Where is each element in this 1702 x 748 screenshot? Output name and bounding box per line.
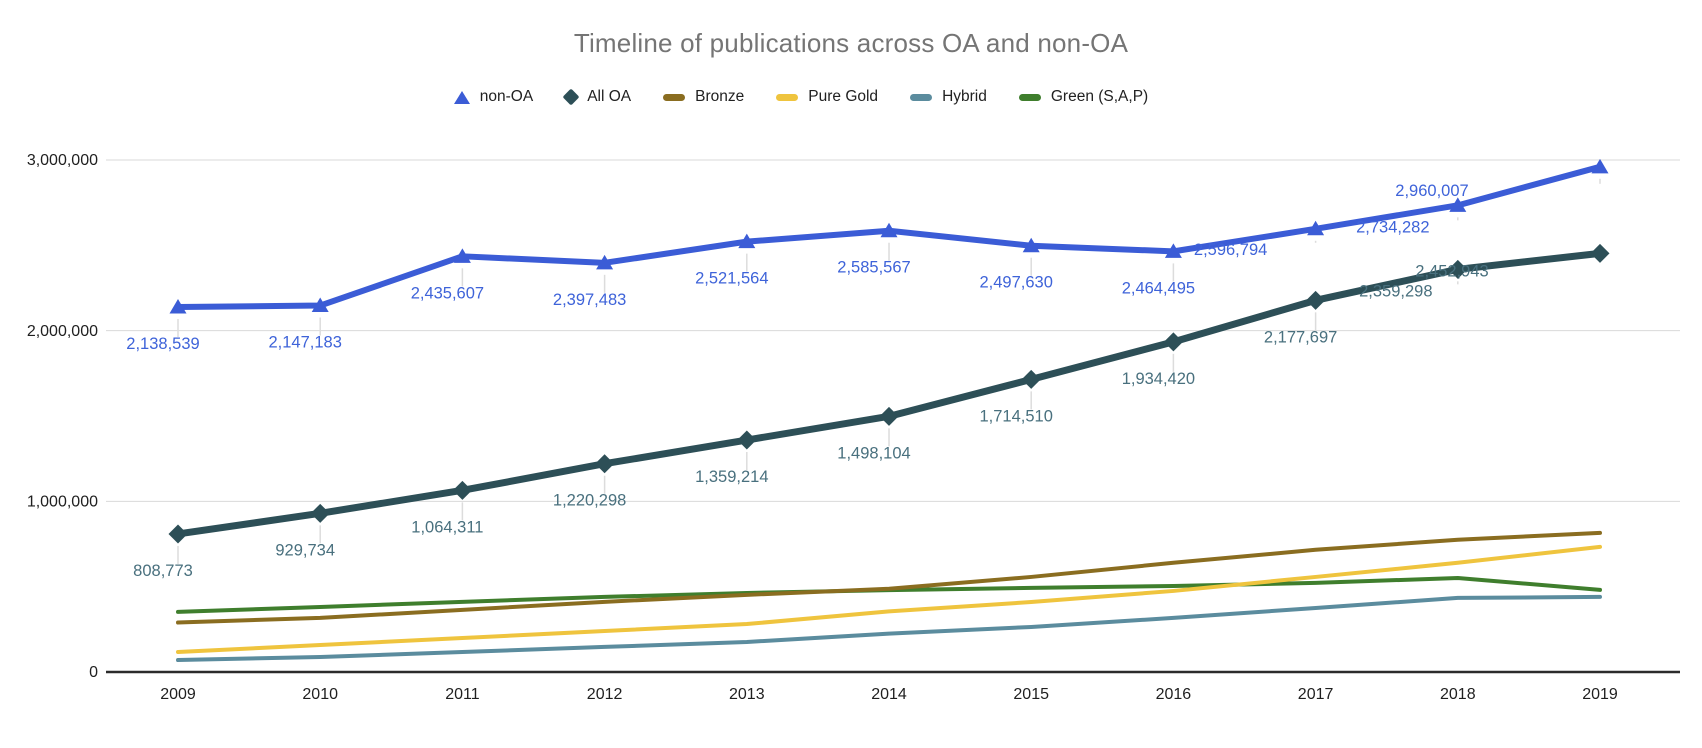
diamond-marker — [310, 503, 330, 523]
x-tick-label: 2016 — [1156, 686, 1192, 703]
legend-label: Hybrid — [942, 88, 987, 105]
triangle-marker — [596, 254, 614, 270]
data-label: 2,452,943 — [1415, 262, 1488, 280]
x-tick-label: 2017 — [1298, 686, 1334, 703]
legend-line-swatch-icon — [663, 93, 686, 101]
diamond-marker — [168, 524, 188, 544]
triangle-marker — [169, 299, 187, 314]
y-tick-label: 2,000,000 — [27, 323, 98, 340]
x-tick-label: 2013 — [729, 686, 765, 703]
legend-label: All OA — [587, 88, 632, 105]
legend-line-swatch-icon — [1018, 93, 1041, 101]
legend-item-bronze: Bronze — [663, 88, 744, 106]
chart-legend: non-OA All OA Bronze Pure Gold Hybrid Green (… — [0, 88, 1602, 106]
data-label: 2,435,607 — [411, 284, 484, 302]
x-tick-label: 2009 — [160, 686, 196, 703]
series-line-hybrid — [176, 594, 1602, 663]
legend-line-swatch-icon — [776, 93, 799, 101]
data-label: 2,734,282 — [1356, 218, 1429, 236]
data-label: 2,960,007 — [1395, 182, 1468, 200]
legend-label: Bronze — [695, 88, 745, 105]
data-label: 1,064,311 — [411, 518, 483, 536]
legend-label: Green (S,A,P) — [1050, 88, 1149, 105]
x-tick-label: 2014 — [871, 686, 907, 703]
data-label: 2,397,483 — [553, 291, 626, 309]
triangle-marker — [311, 297, 329, 313]
chart-title: Timeline of publications across OA and n… — [573, 28, 1129, 58]
diamond-marker — [1021, 369, 1041, 389]
diamond-marker — [1306, 290, 1326, 310]
y-tick-label: 0 — [89, 664, 98, 681]
triangle-marker — [1449, 197, 1467, 212]
series-line-pure-gold — [176, 544, 1602, 655]
triangle-marker — [880, 222, 898, 238]
legend-label: Pure Gold — [808, 88, 879, 105]
x-tick-label: 2015 — [1013, 686, 1049, 703]
data-label: 808,773 — [133, 562, 193, 580]
legend-triangle-icon — [453, 90, 470, 104]
data-label: 2,585,567 — [837, 259, 910, 277]
data-label: 2,497,630 — [979, 274, 1052, 292]
legend-item-green-s-a-p: Green (S,A,P) — [1018, 88, 1149, 106]
triangle-marker — [1164, 243, 1182, 258]
data-label: 2,147,183 — [268, 334, 341, 352]
x-tick-label: 2010 — [302, 686, 338, 703]
diamond-marker — [452, 480, 472, 500]
x-tick-label: 2018 — [1440, 686, 1476, 703]
diamond-marker — [879, 406, 899, 426]
data-label: 1,498,104 — [837, 444, 910, 462]
series-line-bronze — [176, 530, 1602, 625]
data-label: 929,734 — [275, 541, 335, 559]
triangle-marker — [1307, 220, 1325, 236]
diamond-marker — [1448, 259, 1468, 279]
x-tick-label: 2011 — [445, 686, 480, 703]
series-markers-non-oa — [169, 158, 1609, 314]
data-label: 2,464,495 — [1122, 279, 1195, 297]
data-label: 2,138,539 — [126, 335, 199, 353]
triangle-marker — [1591, 158, 1609, 174]
series-line-green-s-a-p — [176, 575, 1602, 614]
y-tick-label: 3,000,000 — [27, 152, 98, 169]
data-label: 2,359,298 — [1359, 282, 1432, 300]
legend-label: non-OA — [479, 88, 534, 105]
diamond-marker — [1163, 332, 1183, 352]
triangle-marker — [738, 233, 756, 249]
y-tick-label: 1,000,000 — [27, 494, 98, 511]
diamond-marker — [737, 430, 757, 450]
data-label: 1,359,214 — [695, 468, 768, 486]
data-label: 2,177,697 — [1264, 328, 1337, 346]
legend-item-all-oa: All OA — [562, 88, 632, 106]
legend-item-hybrid: Hybrid — [910, 88, 987, 106]
data-label: 1,714,510 — [979, 407, 1052, 425]
x-tick-label: 2019 — [1582, 686, 1618, 703]
data-label: 1,934,420 — [1122, 370, 1195, 388]
x-tick-label: 2012 — [587, 686, 623, 703]
triangle-marker — [1022, 237, 1040, 253]
legend-line-swatch-icon — [910, 93, 933, 101]
legend-item-pure-gold: Pure Gold — [776, 88, 878, 106]
data-label: 2,596,794 — [1194, 241, 1267, 259]
legend-item-non-oa: non-OA — [453, 88, 534, 106]
triangle-marker — [453, 248, 471, 263]
series-markers-all-oa — [168, 243, 1610, 544]
diamond-marker — [1590, 243, 1610, 263]
data-label: 2,521,564 — [695, 270, 768, 288]
data-label: 1,220,298 — [553, 492, 626, 510]
diamond-marker — [595, 454, 615, 474]
